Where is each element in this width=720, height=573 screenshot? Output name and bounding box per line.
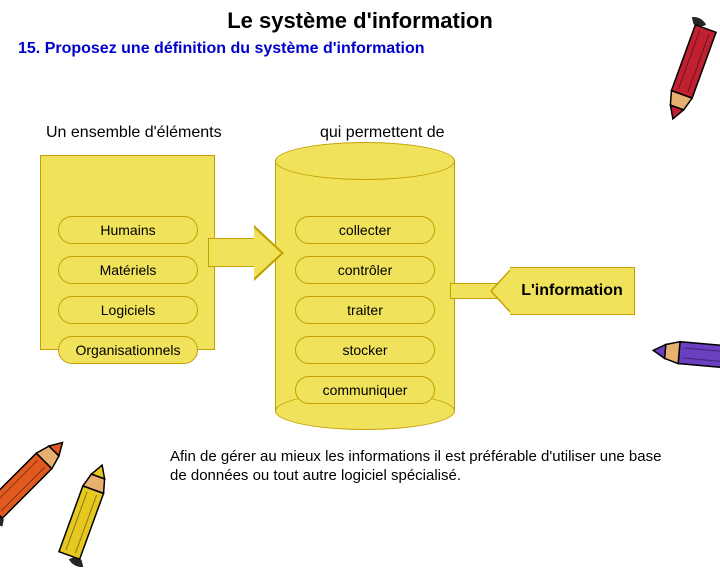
crayon-icon (47, 457, 120, 573)
crayon-icon (650, 331, 720, 378)
element-pill-humains: Humains (58, 216, 198, 244)
action-pill-stocker: stocker (295, 336, 435, 364)
action-pill-traiter: traiter (295, 296, 435, 324)
action-pill-controler: contrôler (295, 256, 435, 284)
footer-text: Afin de gérer au mieux les informations … (170, 448, 670, 486)
page-title: Le système d'information (0, 0, 720, 34)
left-heading: Un ensemble d'éléments (46, 124, 222, 142)
action-pill-communiquer: communiquer (295, 376, 435, 404)
action-pill-collecter: collecter (295, 216, 435, 244)
information-arrow: L'information (490, 267, 635, 315)
element-pill-logiciels: Logiciels (58, 296, 198, 324)
element-pill-materiels: Matériels (58, 256, 198, 284)
cylinder-body (275, 160, 455, 410)
cylinder-top (275, 142, 455, 180)
question-text: 15. Proposez une définition du système d… (0, 34, 720, 58)
element-pill-organisationnels: Organisationnels (58, 336, 198, 364)
right-heading: qui permettent de (320, 124, 445, 142)
arrow-left-to-cylinder (208, 225, 283, 280)
information-label: L'information (510, 267, 635, 315)
